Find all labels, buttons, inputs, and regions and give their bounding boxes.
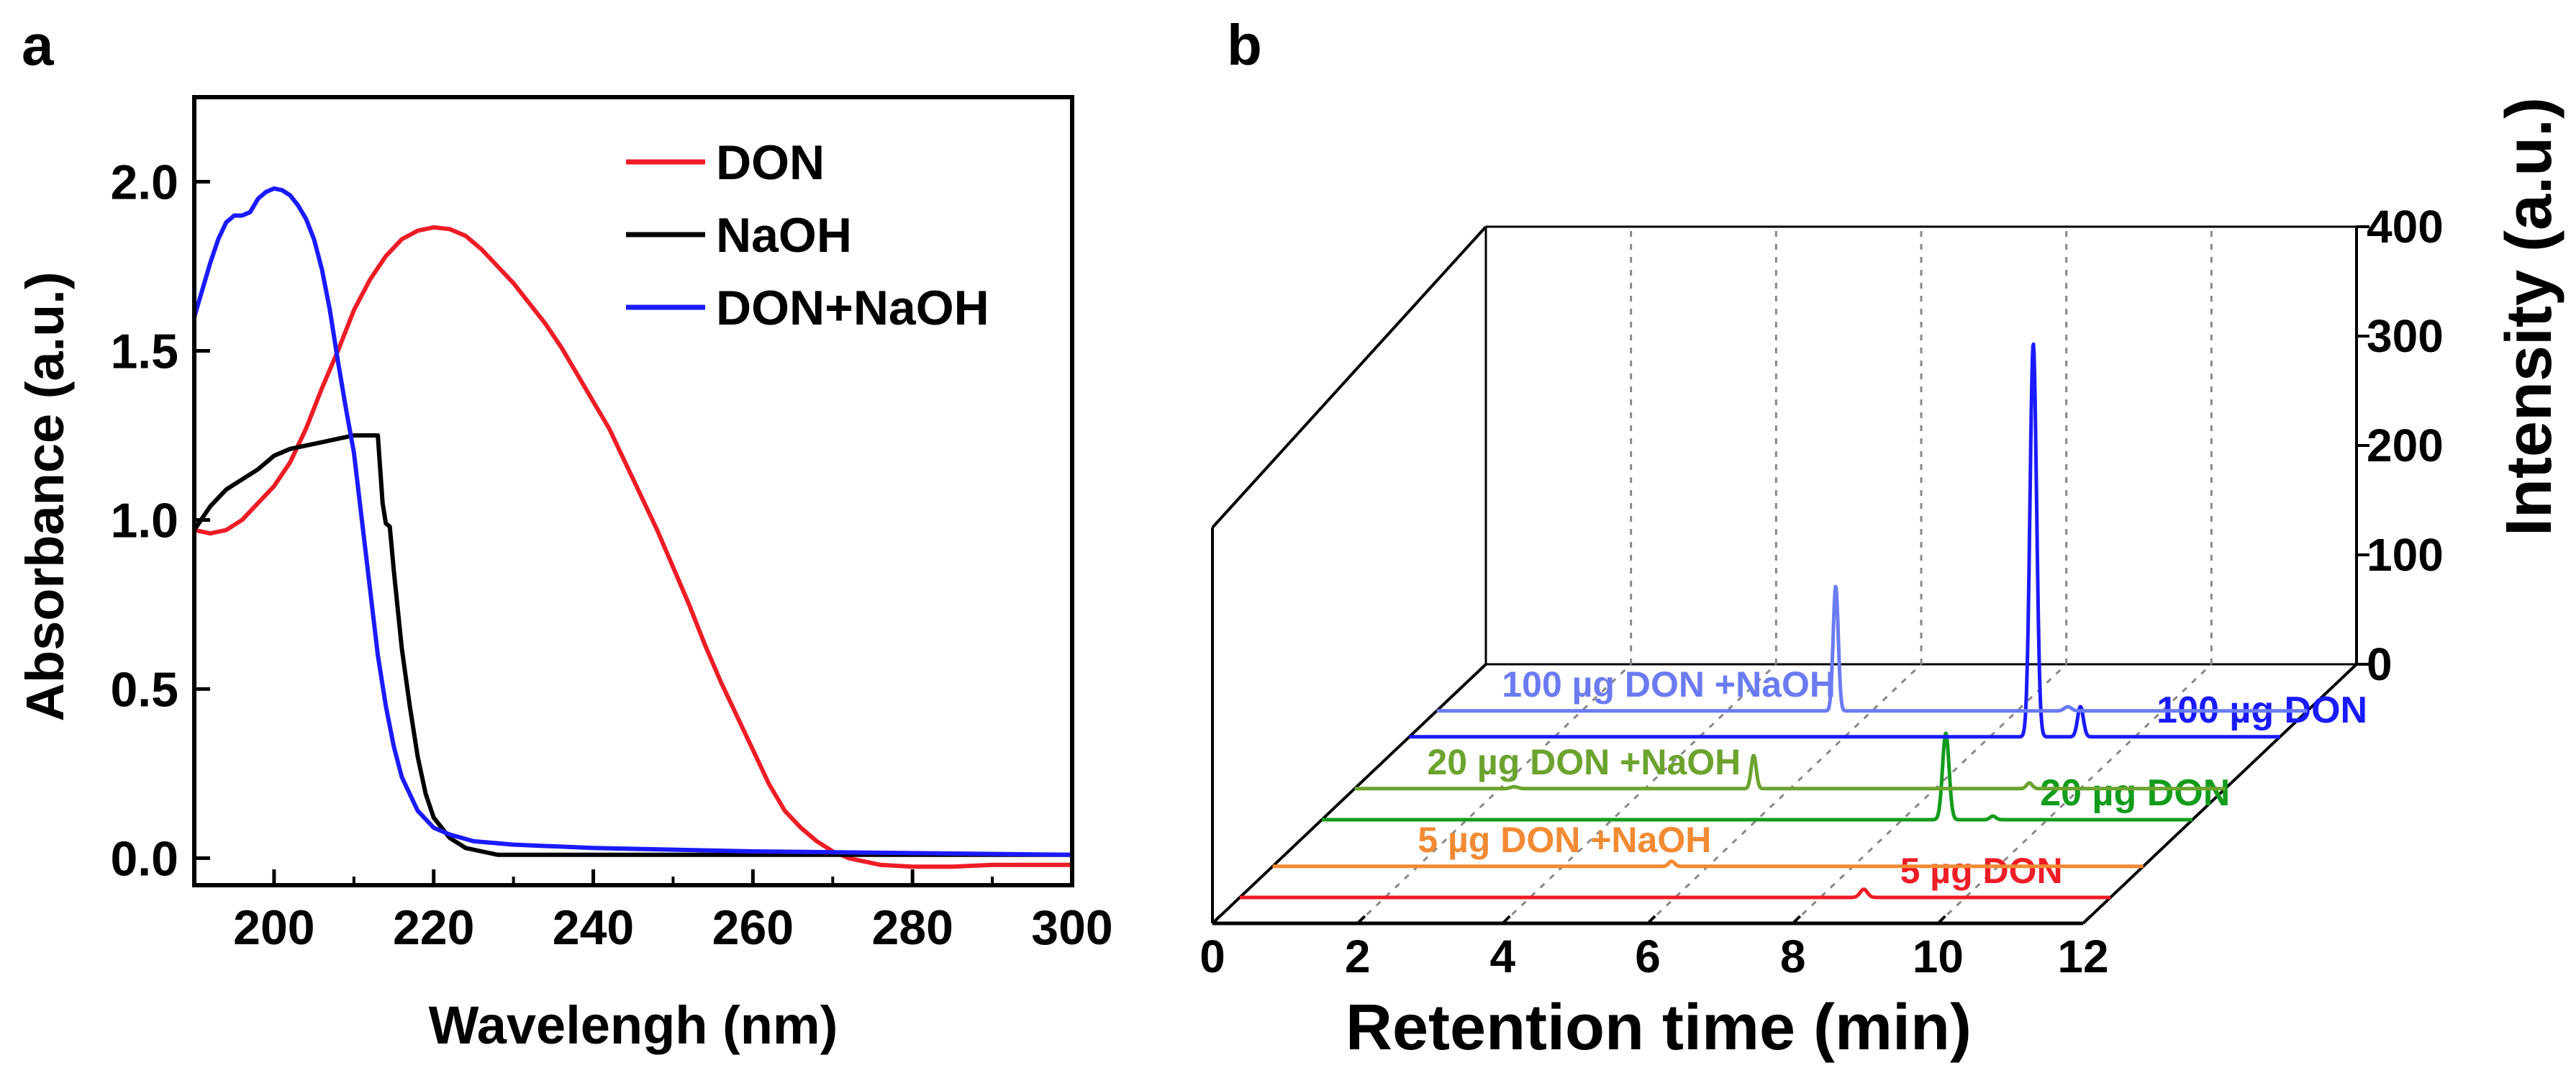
floor-left-edge <box>1211 663 1487 925</box>
chromatogram-y-tick-label: 0 <box>2367 638 2393 690</box>
absorbance-chart: 200 220 240 260 280 300 0.0 0.5 1.0 1.5 2.0 DON Na… <box>15 95 1113 1055</box>
floor-grid-line <box>1502 663 1777 925</box>
chromatogram-x-axis-label: Retention time (min) <box>1346 992 1972 1064</box>
panel-b-label: b <box>1227 13 1262 77</box>
left-wall-top-edge <box>1211 225 1487 529</box>
absorbance-x-tick-label: 300 <box>1031 900 1112 955</box>
chromatogram-x-tick-label: 2 <box>1345 931 1371 982</box>
chromatogram-x-tick <box>1646 915 1656 925</box>
chromatogram-chart: 5 µg DON 5 µg DON +NaOH 20 µg DON 20 µg DON… <box>1199 97 2565 1064</box>
floor-grid-line <box>1356 663 1632 925</box>
floor-right-edge <box>2082 663 2358 925</box>
chromatogram-trace-label: 5 µg DON +NaOH <box>1418 820 1711 860</box>
chromatogram-y-tick-label: 400 <box>2367 201 2444 253</box>
chromatogram-x-tick <box>1936 915 1946 925</box>
chromatogram-x-ticks: 0 2 4 6 8 10 12 <box>1199 915 2109 982</box>
absorbance-series-lines <box>192 186 1073 869</box>
chromatogram-x-tick <box>1356 915 1366 925</box>
chromatogram-x-tick <box>1792 915 1802 925</box>
absorbance-x-tick-label: 220 <box>393 900 474 955</box>
chromatogram-x-tick-label: 0 <box>1199 931 1225 982</box>
chromatogram-x-tick-label: 8 <box>1780 931 1806 982</box>
panel-a-label: a <box>22 13 54 77</box>
chromatogram-x-tick <box>1211 915 1221 925</box>
chromatogram-y-tick-label: 200 <box>2367 420 2444 471</box>
chromatogram-x-tick <box>2082 915 2092 925</box>
absorbance-x-tick-label: 200 <box>233 900 314 955</box>
floor-grid-line <box>1646 663 1923 925</box>
chromatogram-trace-4 <box>1407 342 2282 739</box>
absorbance-x-tick-label: 260 <box>712 900 794 955</box>
chromatogram-x-tick-label: 4 <box>1490 931 1516 982</box>
absorbance-y-tick-label: 1.0 <box>110 493 178 548</box>
chromatogram-x-tick <box>1501 915 1511 925</box>
absorbance-series-don-naoh <box>192 186 1073 857</box>
chromatogram-y-tick-label: 300 <box>2367 310 2444 362</box>
chromatogram-trace-label: 5 µg DON <box>1900 851 2063 891</box>
absorbance-y-tick-label: 1.5 <box>110 324 178 379</box>
absorbance-x-tick-label: 280 <box>871 900 953 955</box>
absorbance-series-don <box>194 225 1072 869</box>
chromatogram-trace-2 <box>1320 731 2194 822</box>
chromatogram-y-ticks: 0 100 200 300 400 <box>2357 201 2444 690</box>
absorbance-y-ticks: 0.0 0.5 1.0 1.5 2.0 <box>110 155 210 886</box>
chromatogram-trace-0 <box>1238 887 2112 900</box>
absorbance-legend: DON NaOH DON+NaOH <box>626 135 989 335</box>
legend-label: NaOH <box>716 208 852 263</box>
chromatogram-grid <box>1356 227 2213 925</box>
absorbance-x-tick-label: 240 <box>553 900 634 955</box>
chromatogram-x-tick-label: 6 <box>1635 931 1661 982</box>
chromatogram-y-axis-label: Intensity (a.u.) <box>2493 97 2565 536</box>
floor-grid-line <box>1937 663 2213 925</box>
chromatogram-trace-label: 20 µg DON +NaOH <box>1427 742 1741 782</box>
absorbance-x-ticks: 200 220 240 260 280 300 <box>193 869 1113 955</box>
legend-label: DON+NaOH <box>716 281 989 335</box>
chromatogram-trace-5 <box>1435 584 2309 713</box>
chromatogram-trace-1 <box>1271 859 2145 869</box>
absorbance-y-tick-label: 0.5 <box>110 662 178 717</box>
absorbance-y-tick-label: 0.0 <box>110 831 178 886</box>
absorbance-y-tick-label: 2.0 <box>110 155 178 209</box>
legend-label: DON <box>716 135 825 190</box>
chromatogram-trace-label: 100 µg DON +NaOH <box>1502 664 1836 705</box>
floor-grid-line <box>1792 663 2067 925</box>
chromatogram-trace-label: 20 µg DON <box>2040 772 2230 814</box>
chromatogram-x-tick-label: 12 <box>2057 931 2108 982</box>
chromatogram-x-tick-label: 10 <box>1913 931 1964 982</box>
absorbance-plot-frame <box>192 95 1074 887</box>
chromatogram-traces: 5 µg DON 5 µg DON +NaOH 20 µg DON 20 µg DON… <box>1238 342 2367 900</box>
chromatogram-y-tick-label: 100 <box>2367 529 2444 581</box>
absorbance-x-axis-label: Wavelengh (nm) <box>429 995 838 1055</box>
chromatogram-trace-3 <box>1353 754 2227 791</box>
absorbance-y-axis-label: Absorbance (a.u.) <box>15 272 75 722</box>
absorbance-series-naoh <box>192 433 1072 857</box>
